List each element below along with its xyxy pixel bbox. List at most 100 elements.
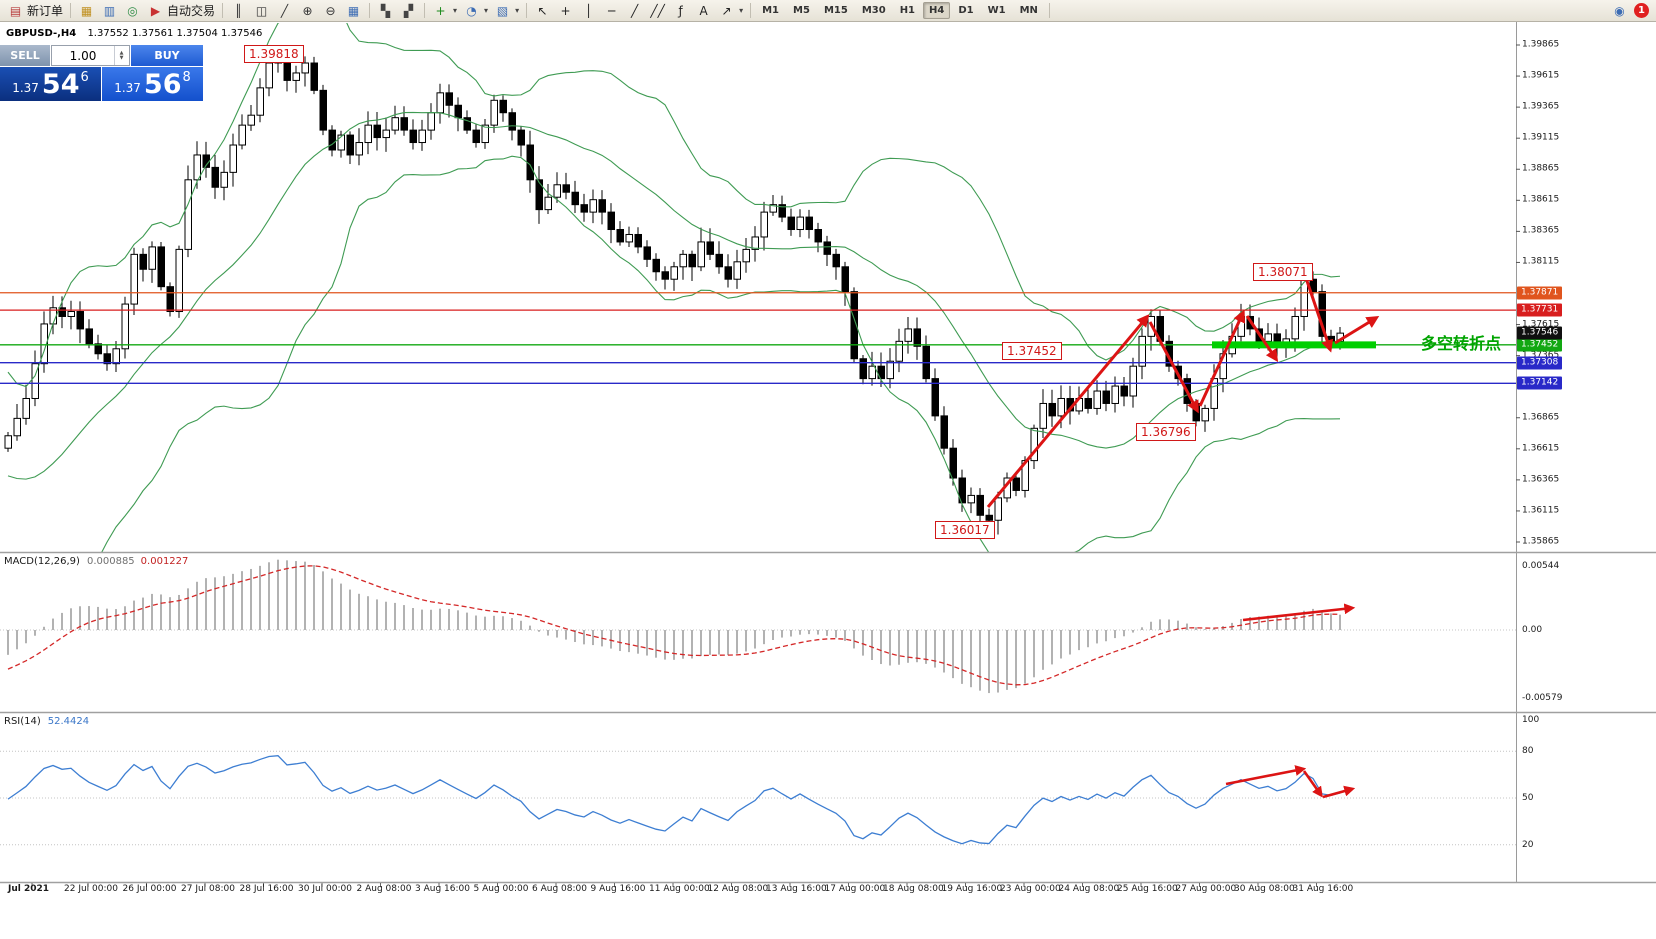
timeframe-H4[interactable]: H4 <box>923 2 951 19</box>
rsi-value: 52.4424 <box>47 716 90 727</box>
macd-signal-value: 0.001227 <box>140 556 189 567</box>
price-callout[interactable]: 1.38071 <box>1253 263 1313 281</box>
data-window-icon[interactable]: ▥ <box>103 3 116 18</box>
rsi-scale-label: 50 <box>1522 793 1534 803</box>
volume-field[interactable]: ▲ ▼ <box>51 45 130 66</box>
one-click-trading-panel: SELL ▲ ▼ BUY 1.37 54 6 1.37 <box>0 45 203 101</box>
autotrading-label: 自动交易 <box>167 4 216 18</box>
notifications-badge[interactable]: 1 <box>1634 3 1649 18</box>
vertical-line-tool[interactable]: │ <box>584 3 593 18</box>
navigator-icon[interactable]: ◎ <box>127 3 138 18</box>
cursor-tool[interactable]: ↖ <box>537 3 548 18</box>
shapes-tool[interactable]: ↗ <box>721 3 732 18</box>
time-tick-label: 9 Aug 16:00 <box>590 884 646 894</box>
time-tick-label: 12 Aug 08:00 <box>707 884 769 894</box>
rsi-trend-arrow[interactable] <box>1225 765 1307 786</box>
trendline-tool[interactable]: ╱ <box>630 3 639 18</box>
template-menu-button[interactable]: ▧ <box>496 3 509 18</box>
turning-point-annotation[interactable]: 多空转折点 <box>1421 334 1502 353</box>
chart-title: GBPUSD-,H4 1.37552 1.37561 1.37504 1.375… <box>6 28 262 39</box>
price-callout[interactable]: 1.36017 <box>935 521 995 539</box>
macd-scale-label: 0.00544 <box>1522 560 1560 571</box>
price-callout[interactable]: 1.39818 <box>244 45 304 63</box>
price-tick-label: 1.39615 <box>1522 70 1560 81</box>
timeframe-MN[interactable]: MN <box>1019 5 1038 16</box>
time-tick-label: 26 Jul 00:00 <box>122 884 177 894</box>
macd-title: MACD(12,26,9) <box>4 556 80 567</box>
tile-windows-icon[interactable]: ▚ <box>380 3 391 18</box>
price-tick-label: 1.36865 <box>1522 412 1560 423</box>
zoom-in-icon[interactable]: ⊕ <box>302 3 313 18</box>
market-watch-icon[interactable]: ▦ <box>80 3 93 18</box>
grid-icon[interactable]: ▦ <box>347 3 360 18</box>
bar-chart-icon[interactable]: ║ <box>234 3 243 18</box>
timeframe-M5[interactable]: M5 <box>793 5 810 16</box>
time-tick-label: 13 Aug 16:00 <box>766 884 827 894</box>
price-level-tag: 1.37452 <box>1517 338 1563 352</box>
trend-arrow[interactable] <box>1334 316 1380 345</box>
period-menu-button[interactable]: ◔ <box>466 3 477 18</box>
time-tick-label: 3 Aug 16:00 <box>415 884 470 894</box>
volume-up-button[interactable]: ▲ <box>119 49 124 56</box>
trend-arrow[interactable] <box>986 314 1150 508</box>
new-order-label: 新订单 <box>27 4 64 18</box>
bid-price-button[interactable]: 1.37 54 6 <box>0 67 101 101</box>
symbol-period-label: GBPUSD-,H4 <box>6 28 77 39</box>
period-menu-button-caret[interactable]: ▾ <box>484 6 489 15</box>
timeframe-M15[interactable]: M15 <box>823 5 848 16</box>
time-tick-label: 30 Aug 08:00 <box>1234 884 1295 894</box>
autotrading-button[interactable]: ▶ 自动交易 <box>144 1 218 20</box>
price-callout[interactable]: 1.37452 <box>1002 342 1062 360</box>
zoom-out-icon[interactable]: ⊖ <box>325 3 336 18</box>
rsi-scale-label: 80 <box>1522 746 1534 757</box>
time-tick-label: 22 Jul 00:00 <box>64 884 118 894</box>
new-order-button[interactable]: ▤ 新订单 <box>4 1 66 20</box>
template-menu-button-caret[interactable]: ▾ <box>515 6 520 15</box>
shapes-tool-caret[interactable]: ▾ <box>739 6 744 15</box>
time-tick-label: 17 Aug 00:00 <box>824 884 886 894</box>
volume-down-button[interactable]: ▼ <box>119 54 124 61</box>
trend-arrow[interactable] <box>1198 309 1246 407</box>
price-tick-label: 1.39115 <box>1522 132 1560 143</box>
crosshair-tool[interactable]: + <box>560 3 571 18</box>
auto-arrange-icon[interactable]: ▞ <box>403 3 414 18</box>
community-icon[interactable]: ◉ <box>1614 3 1625 18</box>
volume-input[interactable] <box>52 46 114 65</box>
ask-price-button[interactable]: 1.37 56 8 <box>102 67 203 101</box>
price-callout[interactable]: 1.36796 <box>1136 423 1196 441</box>
add-indicator-button-caret[interactable]: ▾ <box>453 6 458 15</box>
timeframe-H1[interactable]: H1 <box>899 5 916 16</box>
ask-pip-digit: 8 <box>182 70 191 85</box>
rsi-trend-arrow[interactable] <box>1322 785 1356 799</box>
trend-arrow[interactable] <box>1245 315 1279 363</box>
trend-arrow[interactable] <box>1304 277 1334 353</box>
price-level-tag: 1.37142 <box>1517 376 1563 390</box>
line-chart-icon[interactable]: ╱ <box>280 3 289 18</box>
channel-tool[interactable]: ╱╱ <box>650 3 665 18</box>
time-tick-label: 28 Jul 16:00 <box>239 884 294 894</box>
fibonacci-tool[interactable]: ƒ <box>678 3 683 18</box>
time-tick-label: 27 Aug 00:00 <box>1175 884 1237 894</box>
price-tick-label: 1.36115 <box>1522 505 1560 516</box>
price-tick-label: 1.37615 <box>1522 319 1560 330</box>
candlestick-chart-icon[interactable]: ◫ <box>255 3 268 18</box>
timeframe-W1[interactable]: W1 <box>987 5 1006 16</box>
horizontal-line-tool[interactable]: ─ <box>607 3 616 18</box>
time-tick-label: 18 Aug 08:00 <box>883 884 944 894</box>
timeframe-M1[interactable]: M1 <box>762 5 780 16</box>
macd-trend-arrow[interactable] <box>1242 603 1356 622</box>
price-tick-label: 1.37365 <box>1522 350 1560 361</box>
price-tick-label: 1.36365 <box>1522 474 1560 485</box>
add-indicator-button[interactable]: + <box>435 3 446 18</box>
bb-lower <box>101 155 1341 552</box>
candlestick-series <box>4 47 1344 535</box>
timeframe-D1[interactable]: D1 <box>958 5 974 16</box>
trend-arrow[interactable] <box>1148 321 1199 414</box>
timeframe-M30[interactable]: M30 <box>861 5 886 16</box>
buy-button[interactable]: BUY <box>131 45 203 66</box>
text-tool[interactable]: A <box>699 3 708 18</box>
bb-middle <box>7 111 1341 480</box>
rsi-trend-arrow[interactable] <box>1302 770 1323 798</box>
sell-button[interactable]: SELL <box>0 45 50 66</box>
